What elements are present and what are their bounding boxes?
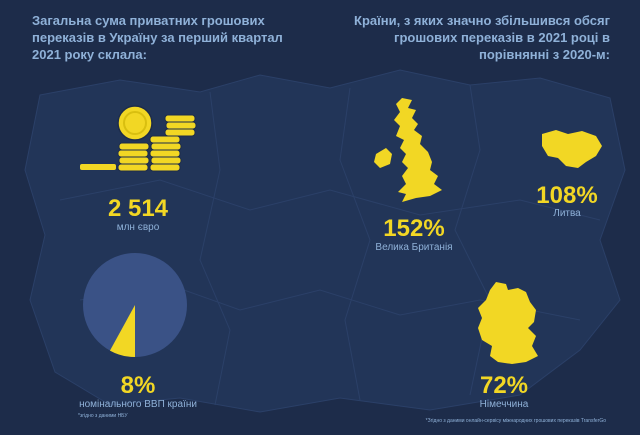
gdp-source-note: *згідно з даними НБУ (78, 413, 128, 419)
gdp-label: номінального ВВП країни (79, 399, 197, 410)
total-unit: млн євро (116, 222, 160, 233)
gdp-pie-chart (83, 253, 187, 357)
country-name-lithuania: Литва (553, 208, 581, 219)
country-value-germany: 72% (479, 372, 529, 399)
gdp-share-value: 8% (120, 372, 156, 399)
country-name-uk: Велика Британія (375, 242, 453, 253)
total-amount: 2 514 (107, 195, 169, 222)
country-value-lithuania: 108% (536, 182, 598, 209)
pie-slice-gdp-share (109, 305, 135, 357)
country-name-germany: Німеччина (479, 399, 529, 410)
source-footnote: *Згідно з даними онлайн-сервісу міжнарод… (425, 418, 606, 424)
right-heading: Країни, з яких значно збільшився обсяг г… (354, 13, 610, 62)
germany-map-icon (478, 282, 538, 364)
country-value-uk: 152% (383, 215, 445, 242)
coin-stack-icon (80, 105, 197, 172)
lithuania-map-icon (542, 130, 602, 168)
left-heading: Загальна сума приватних грошових переказ… (32, 13, 283, 62)
great-britain-map-icon (374, 98, 442, 202)
